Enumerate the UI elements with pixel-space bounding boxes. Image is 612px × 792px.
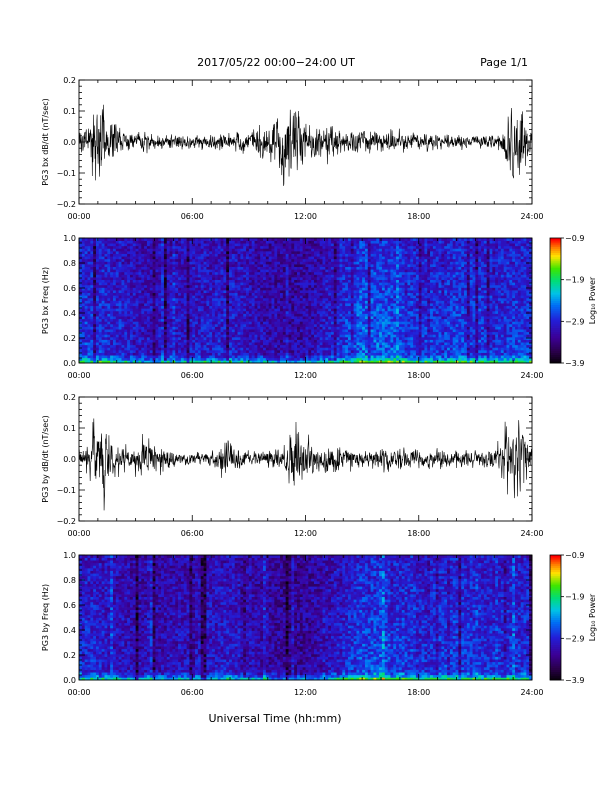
y-tick-label: 0.2: [63, 76, 76, 85]
y-tick-label: 0.2: [63, 334, 76, 343]
colorbar-tick-label: −0.9: [565, 551, 584, 560]
bx-spectrogram-panel: −0.9 −1.9 −2.9 −3.9 Log₁₀ Power 00:00 06:00 12:…: [41, 234, 597, 380]
y-tick-label: 0.8: [63, 259, 76, 268]
y-axis-label: PG3 bx Freq (Hz): [41, 267, 50, 334]
colorbar: −0.9 −1.9 −2.9 −3.9 Log₁₀ Power: [549, 551, 597, 685]
colorbar-tick-label: −2.9: [565, 634, 584, 643]
x-tick-label: 00:00: [67, 529, 90, 538]
y-axis-label: PG3 bx dB/dt (nT/sec): [41, 98, 50, 185]
x-tick-label: 24:00: [520, 688, 543, 697]
y-tick-label: 1.0: [63, 551, 76, 560]
y-tick-label: 0.0: [63, 455, 76, 464]
colorbar-tick-label: −0.9: [565, 234, 584, 243]
y-tick-label: −0.1: [57, 169, 76, 178]
colorbar: −0.9 −1.9 −2.9 −3.9 Log₁₀ Power: [549, 234, 597, 368]
colorbar-frame: [549, 237, 562, 364]
y-tick-label: 0.0: [63, 359, 76, 368]
x-tick-label: 00:00: [67, 212, 90, 221]
dbdt-series-line: [78, 418, 533, 511]
y-tick-label: 0.6: [63, 601, 76, 610]
dbdt-series-line: [78, 104, 533, 186]
colorbar-frame: [549, 554, 562, 681]
bx-timeseries-panel: 00:00 06:00 12:00 18:00 24:00 −0.2 −0.1 0.0 0.1 0…: [41, 76, 544, 221]
spectrogram-cells: [79, 238, 533, 364]
y-tick-label: −0.1: [57, 486, 76, 495]
figure-title: 2017/05/22 00:00−24:00 UT: [197, 56, 355, 69]
x-tick-label: 00:00: [67, 688, 90, 697]
colorbar-tick-label: −1.9: [565, 593, 584, 602]
x-tick-label: 00:00: [67, 371, 90, 380]
colorbar-tick-label: −1.9: [565, 276, 584, 285]
page-number: Page 1/1: [480, 56, 528, 69]
x-tick-label: 18:00: [407, 529, 430, 538]
x-tick-label: 18:00: [407, 688, 430, 697]
y-tick-label: 0.8: [63, 576, 76, 585]
x-tick-label: 18:00: [407, 371, 430, 380]
x-axis-title: Universal Time (hh:mm): [209, 712, 342, 725]
x-tick-label: 12:00: [294, 688, 317, 697]
x-tick-label: 06:00: [181, 212, 204, 221]
y-tick-label: 0.2: [63, 651, 76, 660]
spectrogram-cells: [79, 555, 533, 681]
y-tick-label: −0.2: [57, 517, 76, 526]
x-tick-label: 06:00: [181, 371, 204, 380]
y-tick-label: 1.0: [63, 234, 76, 243]
y-tick-label: 0.1: [63, 107, 76, 116]
x-tick-label: 12:00: [294, 371, 317, 380]
x-tick-label: 06:00: [181, 529, 204, 538]
x-tick-label: 12:00: [294, 529, 317, 538]
x-tick-label: 18:00: [407, 212, 430, 221]
x-tick-label: 12:00: [294, 212, 317, 221]
by-spectrogram-panel: −0.9 −1.9 −2.9 −3.9 Log₁₀ Power 00:00 06:00 12:…: [41, 551, 597, 697]
y-tick-label: 0.2: [63, 393, 76, 402]
colorbar-tick-label: −2.9: [565, 317, 584, 326]
x-tick-label: 24:00: [520, 212, 543, 221]
x-tick-label: 06:00: [181, 688, 204, 697]
x-tick-label: 24:00: [520, 529, 543, 538]
y-tick-label: 0.4: [63, 309, 76, 318]
y-tick-label: 0.4: [63, 626, 76, 635]
colorbar-label: Log₁₀ Power: [588, 593, 597, 641]
y-tick-label: 0.0: [63, 676, 76, 685]
y-tick-label: 0.0: [63, 138, 76, 147]
y-axis-label: PG3 by Freq (Hz): [41, 584, 50, 651]
y-axis-label: PG3 by dB/dt (nT/sec): [41, 415, 50, 502]
y-tick-label: 0.1: [63, 424, 76, 433]
y-tick-label: 0.6: [63, 284, 76, 293]
colorbar-label: Log₁₀ Power: [588, 276, 597, 324]
y-tick-label: −0.2: [57, 200, 76, 209]
by-timeseries-panel: 00:00 06:00 12:00 18:00 24:00 −0.2 −0.1 0.0 0.1 0…: [41, 393, 544, 538]
x-tick-label: 24:00: [520, 371, 543, 380]
colorbar-tick-label: −3.9: [565, 359, 584, 368]
colorbar-tick-label: −3.9: [565, 676, 584, 685]
